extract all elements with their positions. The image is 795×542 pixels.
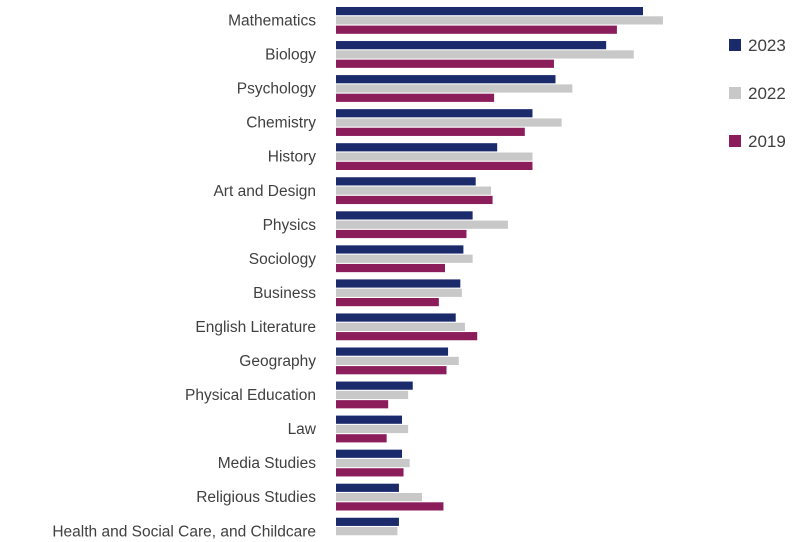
category-label-history: History (268, 149, 316, 166)
bar-art-and-design-2022 (336, 186, 492, 195)
bar-english-literature-2023 (336, 313, 456, 322)
bar-sociology-2023 (336, 245, 464, 254)
category-label-art-and-design: Art and Design (213, 183, 316, 200)
bar-physical-education-2019 (336, 400, 389, 409)
category-label-mathematics: Mathematics (228, 13, 316, 30)
bar-history-2019 (336, 161, 533, 170)
bar-business-2023 (336, 279, 461, 288)
bar-biology-2023 (336, 41, 607, 50)
bar-religious-studies-2023 (336, 483, 399, 492)
bar-mathematics-2019 (336, 25, 617, 34)
bar-english-literature-2022 (336, 322, 465, 331)
bar-history-2022 (336, 152, 533, 161)
category-label-biology: Biology (265, 47, 316, 64)
category-label-physics: Physics (263, 217, 317, 234)
bar-physical-education-2022 (336, 390, 409, 400)
bar-physics-2019 (336, 229, 467, 239)
legend-label-2023: 2023 (748, 36, 786, 55)
bar-health-and-social-care-and-childcare-2023 (336, 517, 399, 526)
category-label-media-studies: Media Studies (218, 455, 316, 472)
bar-physical-education-2023 (336, 381, 413, 390)
bar-physics-2023 (336, 211, 473, 220)
bar-geography-2019 (336, 366, 447, 375)
category-label-sociology: Sociology (249, 251, 316, 268)
bar-art-and-design-2023 (336, 177, 476, 186)
legend-label-2022: 2022 (748, 84, 786, 103)
category-label-geography: Geography (239, 353, 316, 370)
bar-sociology-2019 (336, 263, 445, 273)
bar-physics-2022 (336, 220, 508, 229)
bar-media-studies-2019 (336, 468, 404, 477)
bar-media-studies-2023 (336, 449, 403, 458)
category-label-physical-education: Physical Education (185, 387, 316, 404)
bar-chemistry-2022 (336, 118, 562, 127)
bar-religious-studies-2022 (336, 493, 422, 502)
bar-art-and-design-2019 (336, 195, 493, 205)
bar-law-2019 (336, 434, 387, 443)
legend-swatch-2023 (729, 39, 741, 51)
bar-geography-2022 (336, 356, 459, 365)
bar-law-2023 (336, 415, 403, 424)
bar-mathematics-2023 (336, 7, 643, 16)
bar-chemistry-2023 (336, 109, 533, 118)
bar-mathematics-2022 (336, 16, 663, 25)
bar-religious-studies-2019 (336, 502, 444, 511)
category-label-english-literature: English Literature (195, 319, 316, 336)
legend-swatch-2022 (729, 87, 741, 99)
category-labels: Mathematics Biology Psychology Chemistry His… (52, 13, 316, 541)
category-label-business: Business (253, 285, 316, 302)
category-label-chemistry: Chemistry (246, 115, 316, 132)
legend-label-2019: 2019 (748, 132, 786, 151)
legend: 2023 2022 2019 (729, 36, 786, 151)
category-label-law: Law (288, 421, 317, 438)
bars (336, 7, 663, 536)
bar-chemistry-2019 (336, 127, 525, 136)
bar-business-2022 (336, 288, 462, 297)
bar-english-literature-2019 (336, 332, 478, 341)
bar-biology-2019 (336, 59, 554, 68)
bar-psychology-2022 (336, 84, 573, 93)
category-label-religious-studies: Religious Studies (196, 489, 316, 506)
bar-geography-2023 (336, 347, 449, 356)
bar-business-2019 (336, 298, 439, 307)
bar-psychology-2023 (336, 75, 556, 84)
bar-media-studies-2022 (336, 458, 410, 468)
legend-swatch-2019 (729, 135, 741, 147)
category-label-psychology: Psychology (237, 81, 317, 98)
bar-law-2022 (336, 424, 409, 434)
bar-history-2023 (336, 143, 498, 152)
bar-sociology-2022 (336, 254, 473, 263)
bar-biology-2022 (336, 50, 634, 59)
bar-psychology-2019 (336, 93, 495, 102)
bar-health-and-social-care-and-childcare-2022 (336, 527, 398, 536)
category-label-health-and-social-care-and-childcare: Health and Social Care, and Childcare (52, 523, 316, 540)
